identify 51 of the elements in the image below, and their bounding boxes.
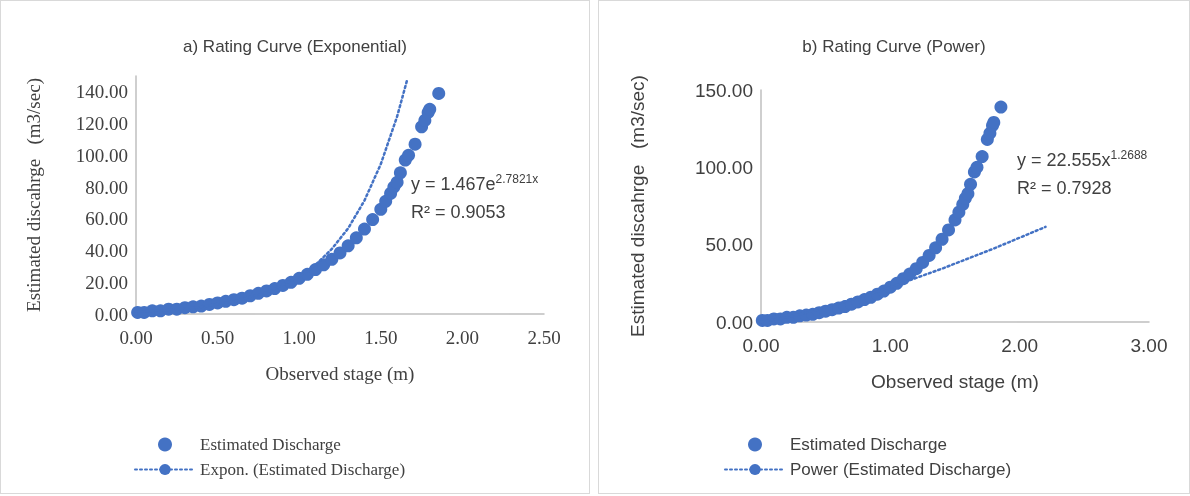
- y-tick-label: 0.00: [94, 303, 128, 325]
- x-tick-label: 2.00: [445, 327, 480, 348]
- x-tick-label: 1.50: [364, 327, 398, 348]
- point: [432, 86, 446, 100]
- y-tick-label: 150.00: [694, 79, 753, 101]
- y-tick-label: 0.00: [716, 311, 753, 333]
- x-axis-title: Observed stage (m): [871, 371, 1039, 392]
- point: [423, 102, 437, 116]
- x-tick-label: 0.00: [119, 327, 153, 348]
- point: [393, 166, 407, 180]
- point: [408, 137, 422, 151]
- point: [994, 100, 1008, 114]
- point: [942, 223, 956, 237]
- y-tick-label: 80.00: [85, 176, 128, 198]
- x-tick-label: 1.00: [871, 335, 909, 356]
- chart-title: a) Rating Curve (Exponential): [183, 37, 407, 56]
- y-tick-label: 50.00: [705, 234, 753, 256]
- x-axis-title: Observed stage (m): [265, 363, 415, 385]
- legend-label: Estimated Discharge: [200, 435, 341, 454]
- chart-title: b) Rating Curve (Power): [802, 37, 986, 56]
- point: [366, 213, 380, 227]
- y-tick-label: 120.00: [75, 113, 128, 135]
- legend-label: Expon. (Estimated Discharge): [200, 460, 406, 479]
- point: [349, 231, 363, 245]
- y-tick-label: 140.00: [75, 81, 128, 103]
- x-tick-label: 0.50: [200, 327, 235, 348]
- y-tick-label: 40.00: [85, 240, 128, 262]
- x-tick-label: 2.50: [527, 327, 561, 348]
- y-tick-label: 100.00: [694, 156, 753, 178]
- legend-label: Power (Estimated Discharge): [790, 460, 1012, 479]
- y-axis-title: Estimated discahrge (m3/sec): [627, 75, 648, 337]
- y-tick-label: 20.00: [85, 271, 128, 293]
- point: [970, 160, 984, 174]
- point: [325, 252, 339, 266]
- point: [964, 177, 978, 191]
- x-tick-label: 2.00: [1001, 335, 1039, 356]
- point: [935, 232, 949, 246]
- point: [987, 115, 1001, 129]
- point: [402, 148, 416, 162]
- annotation: R² = 0.7928: [1017, 178, 1112, 198]
- x-tick-label: 3.00: [1130, 335, 1168, 356]
- x-tick-label: 1.00: [282, 327, 316, 348]
- annotation: R² = 0.9053: [411, 202, 506, 222]
- point: [975, 150, 989, 163]
- y-tick-label: 60.00: [85, 208, 128, 230]
- x-tick-label: 0.00: [742, 335, 780, 356]
- y-tick-label: 100.00: [75, 144, 128, 166]
- point: [357, 222, 371, 236]
- y-axis-title: Estimated discahrge (m3/sec): [23, 78, 45, 312]
- point: [341, 239, 355, 253]
- legend-label: Estimated Discharge: [790, 435, 947, 454]
